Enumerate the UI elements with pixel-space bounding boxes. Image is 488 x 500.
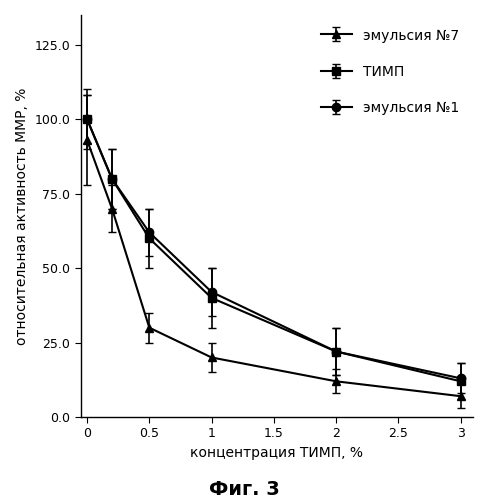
Text: Фиг. 3: Фиг. 3 xyxy=(209,480,279,499)
X-axis label: концентрация ТИМП, %: концентрация ТИМП, % xyxy=(190,446,364,460)
Legend: эмульсия №7, ТИМП, эмульсия №1: эмульсия №7, ТИМП, эмульсия №1 xyxy=(314,22,466,122)
Y-axis label: относительная активность ММР, %: относительная активность ММР, % xyxy=(15,88,29,344)
